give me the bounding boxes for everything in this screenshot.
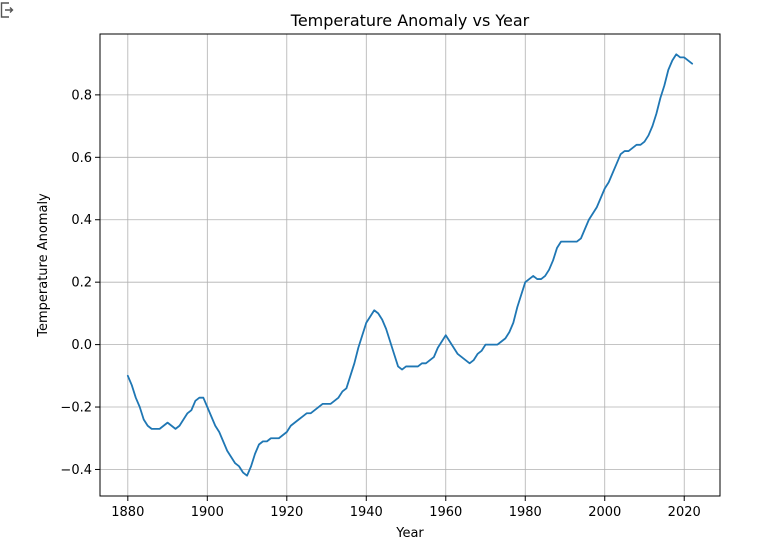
x-axis: 1880 1900 1920 1940 1960 1980 2000 2020 xyxy=(111,496,701,520)
series-line xyxy=(126,53,694,477)
y-tick-label: 0.8 xyxy=(71,88,92,103)
x-tick-label: 1960 xyxy=(429,505,462,520)
x-tick-label: 1940 xyxy=(350,505,383,520)
grid-lines xyxy=(100,34,720,496)
y-tick-label: 0.0 xyxy=(71,338,92,353)
y-tick-label: 0.2 xyxy=(71,276,92,291)
y-tick-label: 0.6 xyxy=(71,151,92,166)
x-tick-label: 1880 xyxy=(111,505,144,520)
x-tick-label: 2000 xyxy=(588,505,621,520)
x-axis-label: Year xyxy=(395,526,424,541)
x-tick-label: 1920 xyxy=(270,505,303,520)
x-tick-label: 2020 xyxy=(668,505,701,520)
y-tick-label: −0.4 xyxy=(60,463,92,478)
y-axis-label: Temperature Anomaly xyxy=(36,193,51,338)
chart-title: Temperature Anomaly vs Year xyxy=(290,11,530,30)
x-tick-label: 1900 xyxy=(191,505,224,520)
y-tick-label: −0.2 xyxy=(60,401,92,416)
y-axis: −0.4 −0.2 0.0 0.2 0.4 0.6 0.8 xyxy=(60,88,100,478)
export-icon[interactable] xyxy=(0,0,14,20)
series-layer xyxy=(126,53,694,477)
x-tick-label: 1980 xyxy=(509,505,542,520)
plot-frame xyxy=(99,33,721,497)
y-tick-label: 0.4 xyxy=(71,213,92,228)
